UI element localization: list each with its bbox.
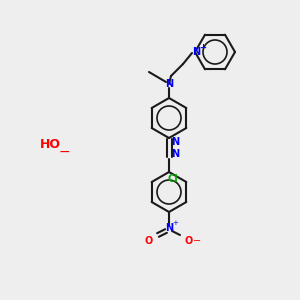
Text: O: O [145,236,153,246]
Text: HO: HO [40,139,61,152]
Text: N: N [192,47,200,57]
Text: −: − [193,236,201,246]
Text: +: + [200,43,206,52]
Text: O: O [185,236,193,246]
Text: N: N [165,79,173,89]
Text: N: N [165,223,173,233]
Text: Cl: Cl [168,174,179,184]
Text: −: − [58,145,70,159]
Text: N: N [171,149,179,159]
Text: N: N [171,137,179,147]
Text: +: + [172,220,178,226]
